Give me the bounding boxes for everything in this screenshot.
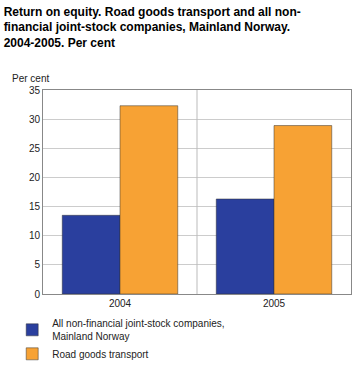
svg-text:5: 5 [34,259,40,270]
svg-text:Return on equity. Road goods t: Return on equity. Road goods transport a… [4,5,301,50]
svg-text:30: 30 [29,114,41,125]
svg-text:35: 35 [29,85,41,96]
svg-text:Road goods transport: Road goods transport [52,349,148,360]
svg-text:25: 25 [29,143,41,154]
svg-text:2004: 2004 [109,298,132,309]
svg-text:2005: 2005 [263,298,286,309]
svg-text:Per cent: Per cent [12,73,49,84]
svg-text:10: 10 [29,230,41,241]
svg-text:0: 0 [34,289,40,300]
svg-text:20: 20 [29,172,41,183]
svg-text:15: 15 [29,201,41,212]
svg-text:All non-financial joint-stock: All non-financial joint-stock companies,… [52,318,224,342]
